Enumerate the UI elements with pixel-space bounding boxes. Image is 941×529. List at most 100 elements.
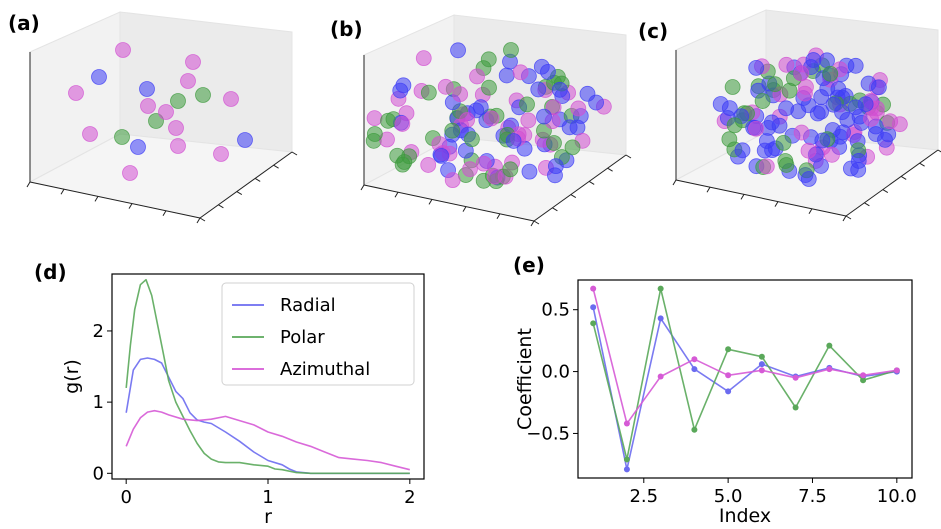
y-axis-tick — [199, 217, 206, 222]
scatter-point — [450, 42, 466, 59]
scatter-point — [394, 116, 411, 132]
scatter-point — [140, 98, 156, 114]
scatter-point — [863, 110, 879, 127]
x-axis-label: r — [264, 506, 272, 528]
y-axis-tick — [864, 202, 870, 207]
scatter-point — [778, 56, 795, 73]
scatter-point — [830, 81, 847, 97]
x-tick-label: 2 — [404, 487, 415, 508]
x-axis-tick — [706, 186, 711, 193]
scatter-point — [777, 153, 794, 169]
x-axis-tick — [94, 196, 99, 202]
scatter-point — [420, 157, 437, 173]
y-axis-tick — [218, 204, 224, 209]
y-axis-label: g(r) — [61, 359, 83, 394]
x-tick-label: 1 — [262, 487, 273, 508]
scatter-point — [483, 110, 500, 127]
scatter-point — [380, 112, 396, 129]
series-marker-azimuthal — [893, 367, 900, 374]
y-tick-label: −0.5 — [526, 423, 570, 444]
scatter-point — [170, 138, 186, 154]
plot-frame — [577, 279, 913, 479]
y-axis-tick — [607, 167, 613, 172]
scatter-point — [469, 68, 485, 85]
scatter-point — [533, 58, 550, 75]
series-marker-radial — [657, 315, 664, 322]
scatter-point — [835, 124, 851, 141]
scatter-point — [481, 79, 497, 96]
x-axis-label: Index — [719, 505, 771, 527]
x-axis-tick — [196, 217, 201, 224]
y-axis-tick — [900, 175, 907, 180]
y-axis-tick — [236, 191, 243, 196]
scatter-point — [530, 81, 547, 98]
scatter-point — [547, 167, 563, 184]
series-marker-radial — [758, 361, 765, 368]
panel-label-d: (d) — [34, 260, 67, 284]
series-marker-azimuthal — [725, 372, 732, 379]
scatter-point — [195, 87, 211, 103]
scatter-point — [464, 131, 480, 148]
x-tick-label: 5.0 — [714, 486, 743, 507]
y-axis-tick — [533, 220, 540, 225]
y-tick-label: 2 — [93, 321, 104, 342]
series-line-polar — [125, 278, 410, 475]
x-axis-tick — [530, 220, 535, 227]
scatter-point — [536, 108, 552, 125]
scatter-point — [726, 117, 743, 134]
scatter-point — [433, 147, 450, 164]
scatter-point — [91, 69, 107, 85]
panel-label-a: (a) — [8, 11, 40, 35]
scatter-point — [767, 76, 783, 93]
scatter-point — [82, 126, 98, 142]
scatter-point — [459, 112, 475, 128]
legend-label-polar: Polar — [280, 327, 325, 348]
legend-label-azimuthal: Azimuthal — [280, 359, 370, 380]
scatter-point — [366, 126, 383, 142]
scatter-point — [520, 112, 537, 129]
y-axis-tick — [625, 154, 632, 159]
y-axis-label: Coefficient — [514, 328, 536, 430]
scatter-point — [877, 131, 893, 148]
scatter-point — [158, 104, 174, 120]
series-marker-polar — [860, 377, 867, 384]
scatter-point — [170, 93, 186, 109]
x-axis-tick — [740, 194, 745, 200]
scatter-point — [213, 146, 229, 162]
scatter-point — [546, 135, 562, 151]
scatter-point — [468, 102, 485, 119]
scatter-point — [415, 50, 432, 67]
scatter-point — [825, 96, 842, 113]
series-marker-polar — [826, 342, 833, 349]
scatter-point — [168, 120, 184, 136]
scatter-point — [68, 85, 84, 101]
scatter-point — [850, 153, 867, 169]
y-axis-line — [533, 154, 627, 222]
series-marker-radial — [623, 466, 630, 473]
scatter-point — [824, 146, 840, 163]
scatter-point — [551, 81, 568, 98]
x-axis-tick — [394, 191, 399, 198]
x-axis-tick — [128, 203, 133, 209]
y-axis-tick — [845, 215, 852, 220]
scatter-point — [130, 139, 146, 155]
scatter-point — [819, 52, 835, 69]
scatter-point — [724, 79, 741, 95]
series-marker-azimuthal — [590, 285, 597, 292]
y-axis-tick — [273, 164, 279, 169]
scatter-point — [564, 139, 581, 156]
scatter-point — [734, 142, 751, 159]
scatter-point — [512, 64, 529, 81]
x-axis-tick — [462, 206, 467, 212]
x-tick-label: 0 — [120, 487, 131, 508]
scatter-point — [185, 54, 201, 70]
scatter-point — [588, 94, 605, 111]
y-axis-tick — [588, 180, 595, 185]
series-marker-polar — [623, 456, 630, 463]
series-marker-azimuthal — [758, 367, 765, 374]
scatter-point — [800, 142, 817, 159]
series-marker-polar — [691, 426, 698, 433]
panel-a-3d-box — [26, 11, 298, 224]
series-marker-azimuthal — [691, 356, 698, 363]
